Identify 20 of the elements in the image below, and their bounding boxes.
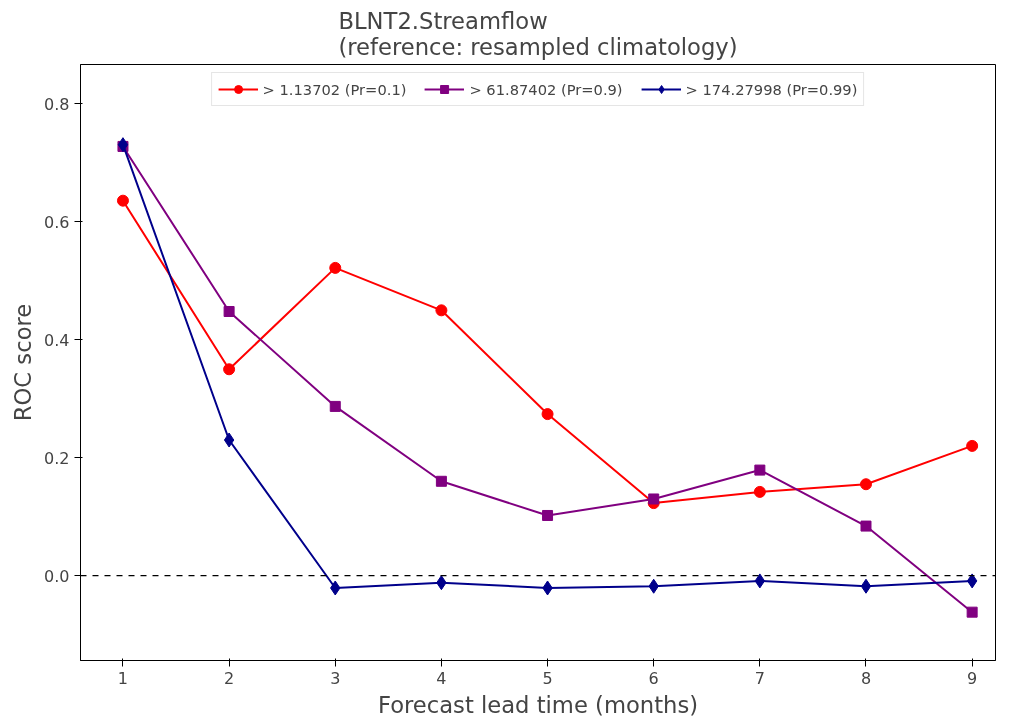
- x-tick-label: 9: [967, 668, 978, 688]
- x-tick-label: 4: [436, 668, 447, 688]
- legend-label: > 61.87402 (Pr=0.9): [469, 80, 623, 98]
- x-tick-label: 7: [754, 668, 765, 688]
- x-tick-label: 3: [330, 668, 341, 688]
- x-tick-label: 6: [648, 668, 659, 688]
- x-tick-label: 1: [117, 668, 129, 688]
- x-axis-title: Forecast lead time (months): [377, 691, 699, 718]
- y-tick-label: 0.4: [44, 330, 70, 350]
- x-tick-label: 2: [224, 668, 235, 688]
- y-axis-title: ROC score: [10, 303, 37, 422]
- y-tick-label: 0.0: [44, 566, 70, 586]
- legend-label: > 174.27998 (Pr=0.99): [685, 80, 858, 98]
- y-tick-label: 0.6: [44, 212, 70, 232]
- chart-title: BLNT2.Streamflow (reference: resampled climatology): [338, 7, 738, 60]
- y-tick-label: 0.2: [44, 448, 70, 468]
- y-tick-label: 0.8: [44, 95, 70, 114]
- x-tick-label: 8: [860, 668, 872, 688]
- x-tick-label: 5: [542, 668, 553, 688]
- legend-label: > 1.13702 (Pr=0.1): [262, 80, 407, 98]
